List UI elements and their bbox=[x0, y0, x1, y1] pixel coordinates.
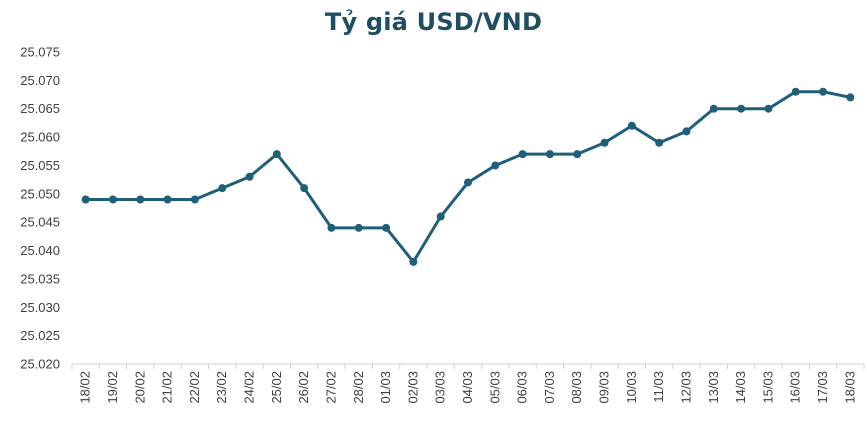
y-tick-label: 25.040 bbox=[20, 243, 60, 258]
y-tick-label: 25.075 bbox=[20, 45, 60, 60]
y-tick-label: 25.030 bbox=[20, 300, 60, 315]
x-tick-label: 15/03 bbox=[760, 371, 775, 404]
x-tick-label: 03/03 bbox=[433, 371, 448, 404]
y-tick-label: 25.070 bbox=[20, 73, 60, 88]
data-point bbox=[600, 138, 609, 147]
x-tick-label: 09/03 bbox=[597, 371, 612, 404]
y-tick-label: 25.020 bbox=[20, 357, 60, 372]
x-tick-label: 08/03 bbox=[569, 371, 584, 404]
y-tick-label: 25.060 bbox=[20, 130, 60, 145]
data-point bbox=[819, 87, 828, 96]
x-tick-label: 11/03 bbox=[651, 371, 666, 403]
data-point bbox=[846, 93, 855, 102]
x-tick-label: 14/03 bbox=[733, 371, 748, 404]
data-point bbox=[300, 184, 309, 193]
y-tick-label: 25.025 bbox=[20, 328, 60, 343]
data-point bbox=[409, 257, 418, 266]
x-tick-label: 18/03 bbox=[842, 371, 857, 404]
chart-title: Tỷ giá USD/VND bbox=[324, 8, 543, 36]
data-point bbox=[327, 223, 336, 232]
data-point bbox=[190, 195, 199, 204]
x-tick-label: 19/02 bbox=[105, 371, 120, 404]
x-tick-label: 27/02 bbox=[323, 371, 338, 404]
x-tick-label: 23/02 bbox=[214, 371, 229, 404]
data-point bbox=[108, 195, 117, 204]
data-point bbox=[163, 195, 172, 204]
x-tick-label: 16/03 bbox=[788, 371, 803, 404]
x-tick-label: 18/02 bbox=[78, 371, 93, 404]
data-point bbox=[737, 104, 746, 113]
data-point bbox=[436, 212, 445, 221]
x-tick-label: 20/02 bbox=[132, 371, 147, 404]
x-tick-label: 06/03 bbox=[515, 371, 530, 404]
y-tick-label: 25.055 bbox=[20, 158, 60, 173]
x-tick-label: 02/03 bbox=[405, 371, 420, 404]
y-tick-label: 25.045 bbox=[20, 215, 60, 230]
x-tick-label: 17/03 bbox=[815, 371, 830, 404]
x-tick-label: 28/02 bbox=[351, 371, 366, 404]
x-tick-label: 01/03 bbox=[378, 371, 393, 404]
data-point bbox=[491, 161, 500, 170]
x-tick-label: 21/02 bbox=[160, 371, 175, 404]
y-axis: 25.020 25.025 25.030 25.035 25.040 25.045 25.0… bbox=[20, 45, 60, 372]
data-point bbox=[573, 150, 582, 159]
data-point bbox=[518, 150, 527, 159]
data-point bbox=[464, 178, 472, 187]
x-tick-label: 04/03 bbox=[460, 371, 475, 404]
x-tick-label: 24/02 bbox=[242, 371, 257, 404]
data-point bbox=[791, 87, 800, 96]
x-tick-label: 12/03 bbox=[678, 371, 693, 404]
x-tick-label: 25/02 bbox=[269, 371, 284, 404]
data-point bbox=[272, 150, 281, 159]
data-point bbox=[245, 172, 254, 181]
y-tick-label: 25.050 bbox=[20, 186, 60, 201]
x-tick-label: 07/03 bbox=[542, 371, 557, 404]
x-axis: 18/02 19/02 20/02 21/02 22/02 23/02 24/02 25/02… bbox=[71, 363, 865, 404]
data-point bbox=[354, 223, 363, 232]
x-tick-label: 05/03 bbox=[487, 371, 502, 404]
data-point bbox=[382, 223, 391, 232]
data-point bbox=[218, 184, 227, 193]
data-point bbox=[545, 150, 554, 159]
x-tick-label: 22/02 bbox=[187, 371, 202, 404]
data-point bbox=[709, 104, 718, 113]
data-point bbox=[136, 195, 145, 204]
plot-area bbox=[81, 87, 855, 266]
x-tick-label: 10/03 bbox=[624, 371, 639, 404]
data-point bbox=[655, 138, 664, 147]
y-tick-label: 25.035 bbox=[20, 271, 60, 286]
data-point bbox=[627, 121, 636, 130]
series-line bbox=[84, 90, 852, 264]
data-point bbox=[682, 127, 691, 136]
x-tick-label: 13/03 bbox=[706, 371, 721, 404]
data-point bbox=[764, 104, 773, 113]
x-tick-label: 26/02 bbox=[296, 371, 311, 404]
data-point bbox=[81, 195, 90, 204]
y-tick-label: 25.065 bbox=[20, 101, 60, 116]
